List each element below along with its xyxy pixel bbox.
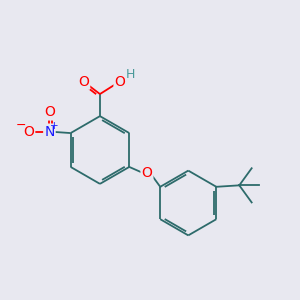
Text: H: H [126,68,136,80]
Text: +: + [50,121,59,131]
Text: −: − [16,119,26,132]
Text: O: O [78,75,89,89]
Text: O: O [115,75,125,89]
Text: O: O [142,167,152,180]
Text: O: O [23,124,34,139]
Text: N: N [44,124,55,139]
Text: O: O [44,106,55,119]
